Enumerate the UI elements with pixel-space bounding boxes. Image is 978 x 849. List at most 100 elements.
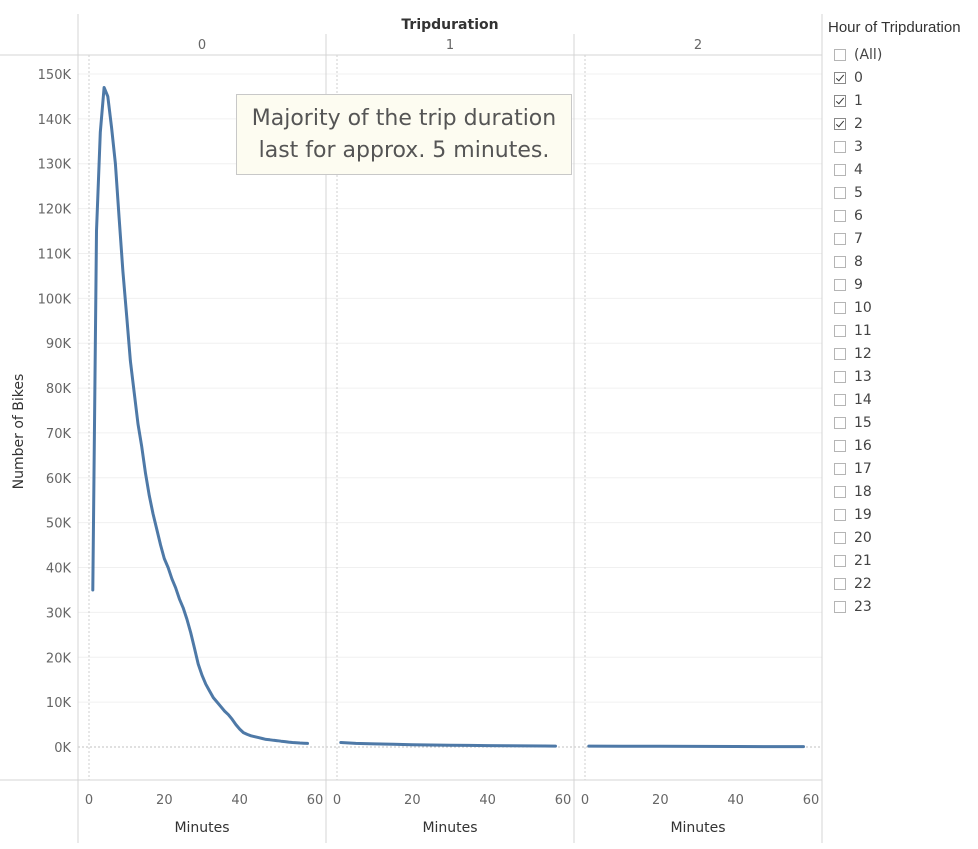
y-tick-label: 20K — [46, 651, 72, 666]
legend-item-label: 19 — [854, 506, 872, 523]
legend-item[interactable]: 0 — [834, 66, 882, 89]
x-tick-label: 20 — [652, 793, 669, 808]
legend-item[interactable]: 21 — [834, 549, 882, 572]
y-tick-label: 60K — [46, 472, 72, 487]
legend-item-label: 12 — [854, 345, 872, 362]
y-tick-label: 40K — [46, 562, 72, 577]
legend-item[interactable]: 4 — [834, 158, 882, 181]
legend-item-label: 18 — [854, 483, 872, 500]
panel-header-label: 0 — [198, 38, 206, 53]
legend-item-label: 23 — [854, 598, 872, 615]
legend-item-label: 2 — [854, 115, 863, 132]
legend-checkbox[interactable] — [834, 416, 846, 429]
legend-checkbox[interactable] — [834, 370, 846, 383]
legend-checkbox[interactable] — [834, 439, 846, 452]
legend-checkbox[interactable] — [834, 140, 846, 153]
legend-item-label: 13 — [854, 368, 872, 385]
legend-checkbox[interactable] — [834, 554, 846, 567]
legend-item-label: 15 — [854, 414, 872, 431]
legend-checkbox[interactable] — [834, 255, 846, 268]
legend-item[interactable]: 23 — [834, 595, 882, 618]
annotation-box: Majority of the trip duration last for a… — [236, 94, 572, 175]
legend-checkbox[interactable] — [834, 186, 846, 199]
legend-item-label: 3 — [854, 138, 863, 155]
legend-checkbox[interactable] — [834, 531, 846, 544]
legend-item-label: (All) — [854, 46, 883, 63]
x-tick-label: 40 — [727, 793, 744, 808]
legend-item-label: 7 — [854, 230, 863, 247]
legend-item-label: 14 — [854, 391, 872, 408]
y-tick-label: 70K — [46, 427, 72, 442]
hour-filter-legend: Hour of Tripduration (All) 0 1 2 3 4 5 6 7 8 9 10 11… — [828, 16, 978, 615]
legend-checkbox[interactable] — [834, 48, 846, 61]
y-tick-label: 130K — [38, 158, 72, 173]
legend-checkbox[interactable] — [834, 324, 846, 337]
panel-header-label: 2 — [694, 38, 702, 53]
legend-item[interactable]: 11 — [834, 319, 882, 342]
legend-item-label: 8 — [854, 253, 863, 270]
panel-frame — [0, 14, 823, 843]
legend-item[interactable]: 22 — [834, 572, 882, 595]
legend-checkbox[interactable] — [834, 163, 846, 176]
legend-item[interactable]: 19 — [834, 503, 882, 526]
legend-item[interactable]: 5 — [834, 181, 882, 204]
legend-item[interactable]: 14 — [834, 388, 882, 411]
legend-item[interactable]: 13 — [834, 365, 882, 388]
legend-item-label: 9 — [854, 276, 863, 293]
legend-item[interactable]: 8 — [834, 250, 882, 273]
legend-item-label: 4 — [854, 161, 863, 178]
x-tick-label: 20 — [404, 793, 421, 808]
legend-item[interactable]: 1 — [834, 89, 882, 112]
legend-checkbox[interactable] — [834, 278, 846, 291]
y-tick-label: 100K — [38, 292, 72, 307]
legend-checkbox[interactable] — [834, 232, 846, 245]
legend-item[interactable]: 7 — [834, 227, 882, 250]
legend-item[interactable]: 18 — [834, 480, 882, 503]
legend-checkbox[interactable] — [834, 600, 846, 613]
legend-checkbox[interactable] — [834, 117, 846, 130]
legend-checkbox[interactable] — [834, 209, 846, 222]
legend-checkbox[interactable] — [834, 508, 846, 521]
chart-title: Tripduration — [401, 17, 498, 33]
y-tick-label: 50K — [46, 517, 72, 532]
legend-item[interactable]: 15 — [834, 411, 882, 434]
x-axis-title: Minutes — [422, 820, 477, 836]
legend-checkbox[interactable] — [834, 577, 846, 590]
legend-item-label: 16 — [854, 437, 872, 454]
legend-item[interactable]: (All) — [834, 43, 882, 66]
legend-item-label: 0 — [854, 69, 863, 86]
x-tick-label: 40 — [479, 793, 496, 808]
legend-item-label: 1 — [854, 92, 863, 109]
legend-item[interactable]: 17 — [834, 457, 882, 480]
x-tick-label: 20 — [156, 793, 173, 808]
panel-header-label: 1 — [446, 38, 454, 53]
legend-item-label: 20 — [854, 529, 872, 546]
x-tick-label: 60 — [803, 793, 820, 808]
y-axis-title: Number of Bikes — [11, 374, 27, 490]
legend-item[interactable]: 9 — [834, 273, 882, 296]
legend-checkbox[interactable] — [834, 393, 846, 406]
x-axis-title: Minutes — [174, 820, 229, 836]
legend-item[interactable]: 12 — [834, 342, 882, 365]
legend-title: Hour of Tripduration — [828, 19, 961, 36]
y-tick-label: 0K — [54, 741, 71, 756]
legend-item-label: 10 — [854, 299, 872, 316]
legend-checkbox[interactable] — [834, 71, 846, 84]
annotation-line-2: last for approx. 5 minutes. — [258, 137, 550, 163]
series-line-hour-1 — [339, 741, 557, 748]
legend-checkbox[interactable] — [834, 485, 846, 498]
legend-item[interactable]: 6 — [834, 204, 882, 227]
legend-item[interactable]: 16 — [834, 434, 882, 457]
legend-item[interactable]: 20 — [834, 526, 882, 549]
legend-checkbox[interactable] — [834, 462, 846, 475]
legend-checkbox[interactable] — [834, 94, 846, 107]
series-line-hour-2 — [587, 744, 805, 749]
legend-checkbox[interactable] — [834, 301, 846, 314]
legend-list: (All) 0 1 2 3 4 5 6 7 8 9 10 11 12 13 14 15 16 17 18 19 20 21 2… — [834, 43, 882, 618]
legend-item[interactable]: 3 — [834, 135, 882, 158]
legend-item[interactable]: 10 — [834, 296, 882, 319]
legend-item[interactable]: 2 — [834, 112, 882, 135]
series-layer — [91, 86, 805, 749]
legend-checkbox[interactable] — [834, 347, 846, 360]
